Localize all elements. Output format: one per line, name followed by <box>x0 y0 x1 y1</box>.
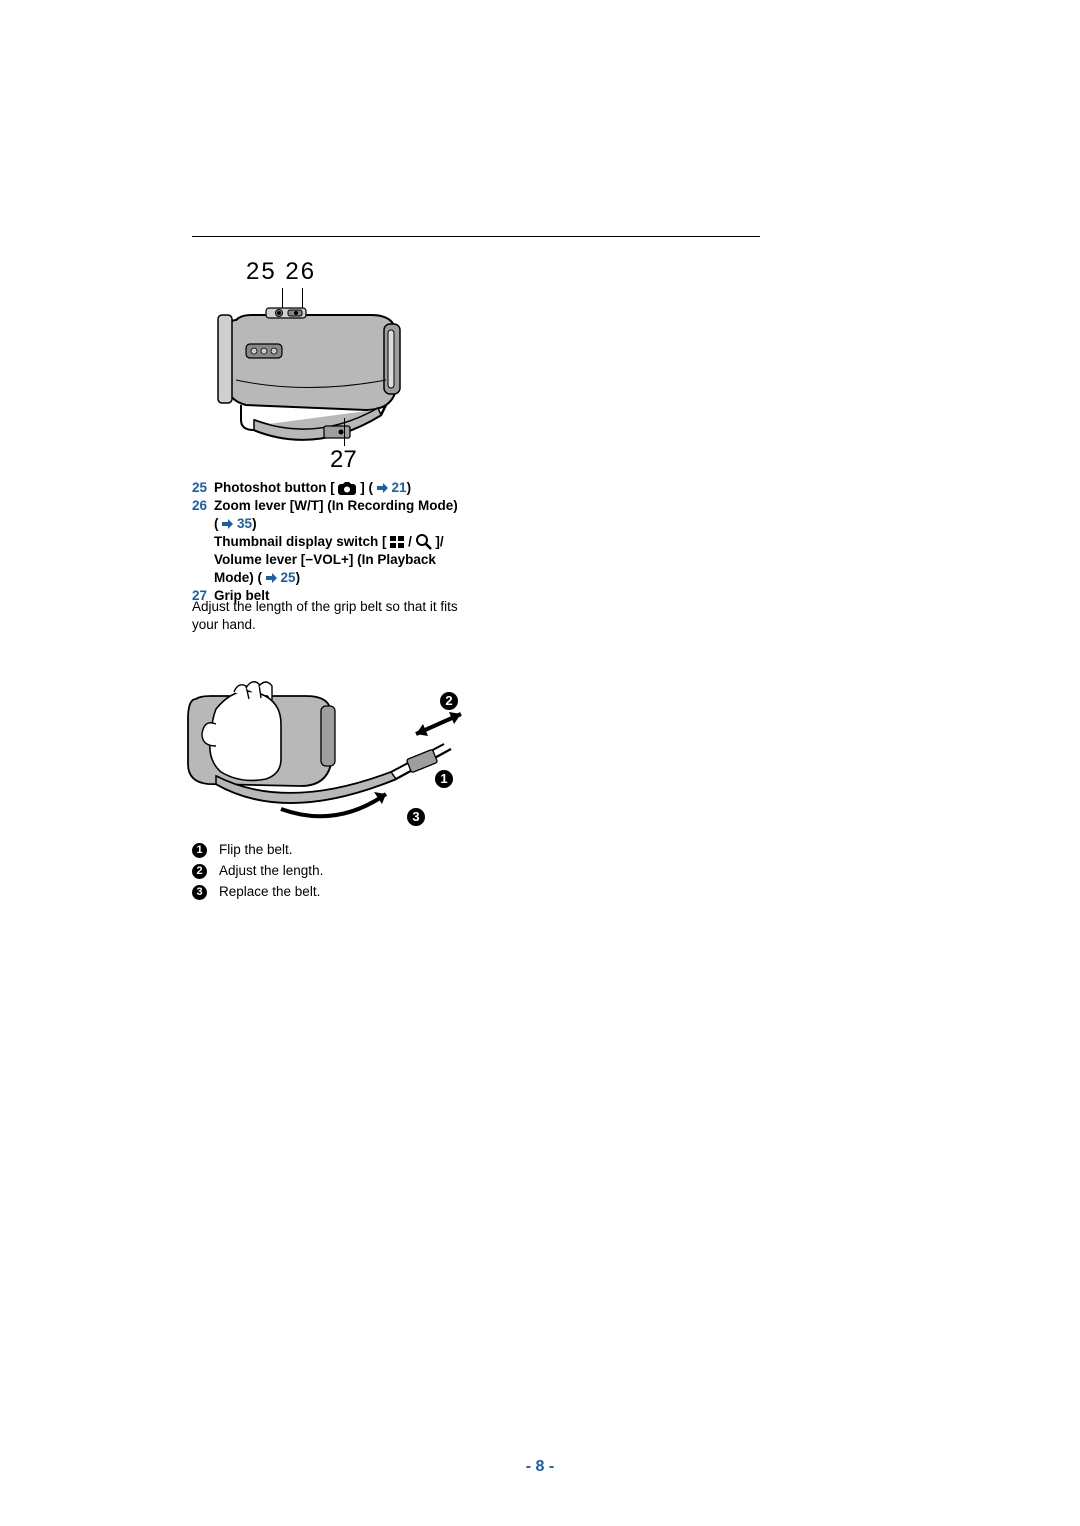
text: + <box>341 552 349 567</box>
body-paragraph: Adjust the length of the grip belt so th… <box>192 598 492 634</box>
horizontal-rule <box>192 236 760 237</box>
text: Thumbnail display switch [ <box>214 534 387 549</box>
arrow-icon <box>377 483 388 493</box>
arrow-icon <box>222 519 233 529</box>
page-link[interactable]: 35 <box>219 516 253 531</box>
parts-description-list: 25 Photoshot button [ ] ( 21) 26 Zoom le… <box>192 479 492 605</box>
circled-number-icon: 3 <box>192 885 207 900</box>
grip-belt-diagram <box>186 664 486 834</box>
circled-number-icon: 2 <box>192 864 207 879</box>
item-continuation: Mode) ( 25) <box>192 569 492 587</box>
text: VOL <box>313 552 341 567</box>
manual-page: 25 26 27 <box>0 0 1080 1526</box>
circled-number-icon: 1 <box>192 843 207 858</box>
text: ] (In Playback <box>349 552 436 567</box>
camera-icon <box>338 482 356 495</box>
step-text: Replace the belt. <box>219 882 320 902</box>
callout-number-27: 27 <box>330 446 357 474</box>
text: ] ( <box>360 480 373 495</box>
diagram-label-1: 1 <box>435 770 453 788</box>
camcorder-diagram <box>206 260 476 470</box>
text: ) <box>296 570 301 585</box>
list-item: 25 Photoshot button [ ] ( 21) <box>192 479 492 497</box>
link-text: 21 <box>392 480 407 495</box>
list-item: 26 Zoom lever [W/T] (In Recording Mode) <box>192 497 492 515</box>
item-label: Zoom lever [W/T] (In Recording Mode) <box>214 497 458 515</box>
item-continuation: Thumbnail display switch [ / ]/ <box>192 533 492 551</box>
text: ]/ <box>435 534 443 549</box>
text: / <box>408 534 412 549</box>
text: ) <box>252 516 257 531</box>
circled-number-icon: 2 <box>440 692 458 710</box>
page-link[interactable]: 21 <box>373 480 407 495</box>
diagram-label-3: 3 <box>407 808 425 826</box>
text-line: Adjust the length of the grip belt so th… <box>192 599 458 614</box>
step-row: 1 Flip the belt. <box>192 840 323 860</box>
callout-line <box>344 418 345 446</box>
item-continuation: Volume lever [−VOL+] (In Playback <box>192 551 492 569</box>
arrow-icon <box>266 573 277 583</box>
link-text: 25 <box>281 570 296 585</box>
text-line: your hand. <box>192 617 256 632</box>
text: ) <box>407 480 412 495</box>
item-number: 25 <box>192 479 214 497</box>
step-row: 2 Adjust the length. <box>192 861 323 881</box>
step-row: 3 Replace the belt. <box>192 882 323 902</box>
numbered-steps: 1 Flip the belt. 2 Adjust the length. 3 … <box>192 840 323 903</box>
step-text: Adjust the length. <box>219 861 323 881</box>
text: ( <box>214 516 219 531</box>
circled-number-icon: 3 <box>407 808 425 826</box>
text: Volume lever [ <box>214 552 305 567</box>
link-text: 35 <box>237 516 252 531</box>
magnifier-icon <box>416 534 432 550</box>
item-label: Photoshot button [ ] ( 21) <box>214 479 411 497</box>
item-number: 26 <box>192 497 214 515</box>
diagram-label-2: 2 <box>440 692 458 710</box>
text: − <box>305 552 313 567</box>
step-text: Flip the belt. <box>219 840 293 860</box>
item-continuation: ( 35) <box>192 515 492 533</box>
page-link[interactable]: 25 <box>262 570 296 585</box>
thumbnail-icon <box>390 536 404 548</box>
text: Photoshot button [ <box>214 480 335 495</box>
page-number: - 8 - <box>0 1458 1080 1476</box>
text: Mode) ( <box>214 570 262 585</box>
circled-number-icon: 1 <box>435 770 453 788</box>
